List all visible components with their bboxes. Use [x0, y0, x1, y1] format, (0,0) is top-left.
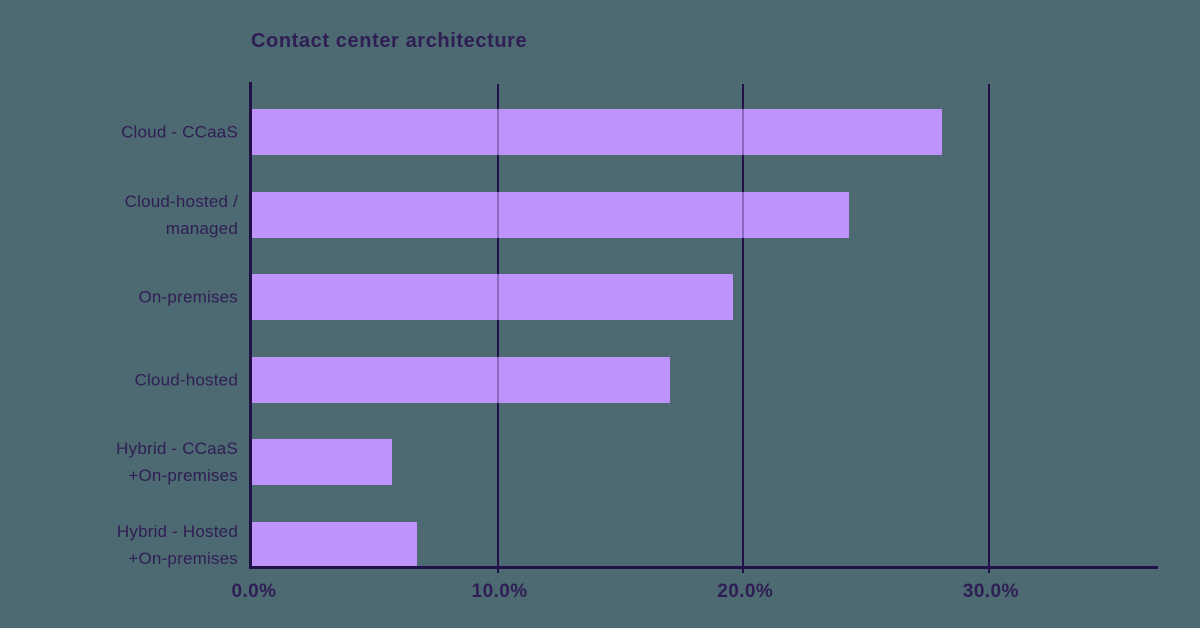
- bar-4: [252, 356, 670, 403]
- x-axis-line: [249, 566, 1158, 569]
- category-label: Hybrid - CCaaS +On-premises: [116, 439, 238, 485]
- x-tick-label: 0.0%: [231, 581, 277, 602]
- bar-6: [252, 521, 417, 568]
- gridline-30.0%: [987, 84, 990, 566]
- category-label: Cloud - CCaaS: [121, 122, 238, 142]
- chart-title: Contact center architecture: [251, 30, 528, 52]
- tick-mark-20.0%: [742, 566, 745, 573]
- gridline-overlay-20.0%: [742, 84, 745, 566]
- tick-mark-30.0%: [987, 566, 990, 573]
- gridline-overlay-10.0%: [496, 84, 499, 566]
- category-label: Cloud-hosted / managed: [124, 191, 238, 238]
- gridline-10.0%: [496, 84, 499, 566]
- plot-area: [249, 82, 1158, 573]
- x-tick-label: 30.0%: [962, 581, 1019, 602]
- gridline-20.0%: [742, 84, 745, 566]
- x-tick-label: 20.0%: [717, 581, 774, 602]
- bar-2: [252, 191, 849, 238]
- category-label: Hybrid - Hosted +On-premises: [116, 521, 238, 568]
- tick-mark-10.0%: [496, 566, 499, 573]
- bar-1: [252, 109, 942, 155]
- x-tick-label: 10.0%: [471, 581, 528, 602]
- y-axis-line: [249, 82, 252, 569]
- bar-5: [252, 439, 392, 485]
- category-label: Cloud-hosted: [134, 370, 238, 389]
- bar-3: [252, 274, 733, 320]
- gridline-overlay-30.0%: [987, 84, 990, 566]
- category-label: On-premises: [138, 287, 238, 307]
